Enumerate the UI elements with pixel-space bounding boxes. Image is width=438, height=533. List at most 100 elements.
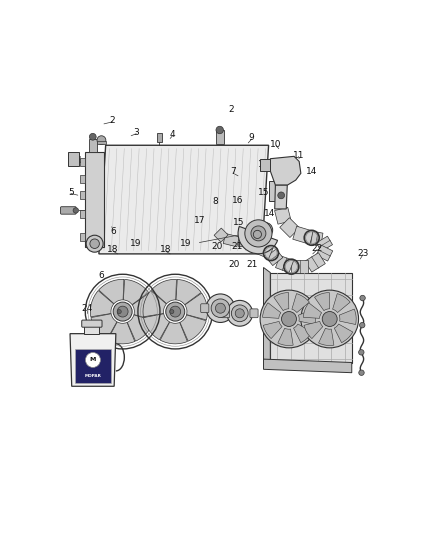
Text: 9: 9 [249, 133, 254, 142]
Polygon shape [237, 235, 252, 247]
Polygon shape [264, 359, 352, 373]
Text: 8: 8 [212, 197, 218, 206]
Polygon shape [70, 334, 116, 386]
Wedge shape [132, 293, 155, 320]
Polygon shape [257, 243, 273, 259]
Circle shape [359, 350, 364, 355]
Circle shape [89, 133, 96, 140]
Circle shape [216, 126, 223, 134]
Circle shape [235, 309, 244, 318]
Circle shape [97, 136, 106, 144]
Wedge shape [339, 309, 356, 325]
FancyBboxPatch shape [97, 141, 106, 143]
Text: 15: 15 [258, 188, 270, 197]
Circle shape [231, 305, 248, 322]
Wedge shape [278, 328, 293, 345]
Polygon shape [293, 226, 314, 244]
Polygon shape [280, 217, 300, 238]
FancyBboxPatch shape [80, 175, 85, 183]
FancyBboxPatch shape [250, 309, 258, 318]
Circle shape [206, 294, 235, 322]
Wedge shape [292, 294, 309, 312]
FancyBboxPatch shape [68, 152, 78, 166]
FancyBboxPatch shape [222, 309, 230, 318]
Text: 20: 20 [228, 260, 240, 269]
Text: 16: 16 [232, 196, 244, 205]
Text: 7: 7 [230, 167, 236, 176]
Wedge shape [263, 321, 282, 338]
Text: MOPAR: MOPAR [85, 374, 101, 378]
Circle shape [258, 222, 273, 238]
FancyBboxPatch shape [268, 181, 279, 201]
Wedge shape [91, 314, 117, 340]
Wedge shape [90, 290, 114, 317]
Wedge shape [180, 315, 206, 341]
Circle shape [360, 295, 365, 301]
FancyBboxPatch shape [60, 207, 76, 214]
Polygon shape [270, 156, 301, 185]
Text: 2: 2 [229, 105, 234, 114]
Text: 14: 14 [264, 209, 276, 219]
Circle shape [73, 208, 78, 213]
Circle shape [90, 239, 99, 248]
Wedge shape [143, 290, 166, 317]
Wedge shape [332, 294, 350, 312]
Wedge shape [124, 279, 148, 305]
Polygon shape [276, 255, 293, 273]
Polygon shape [316, 245, 333, 261]
Polygon shape [311, 231, 323, 246]
FancyBboxPatch shape [80, 233, 85, 241]
Polygon shape [85, 152, 104, 247]
FancyBboxPatch shape [215, 130, 224, 143]
Polygon shape [214, 228, 228, 242]
Polygon shape [99, 146, 268, 254]
Text: 19: 19 [180, 239, 191, 247]
Wedge shape [152, 279, 177, 304]
Wedge shape [293, 324, 312, 343]
Text: M: M [90, 358, 96, 362]
Circle shape [117, 310, 121, 313]
Wedge shape [99, 279, 124, 304]
Text: 3: 3 [133, 128, 139, 137]
Text: 13: 13 [258, 160, 269, 169]
Wedge shape [303, 303, 321, 318]
Wedge shape [176, 279, 201, 305]
Circle shape [278, 192, 285, 199]
Polygon shape [264, 268, 270, 362]
Circle shape [117, 306, 128, 317]
Wedge shape [304, 321, 323, 338]
Circle shape [301, 290, 359, 348]
Circle shape [359, 370, 364, 375]
Text: 19: 19 [130, 239, 141, 247]
Circle shape [282, 311, 297, 327]
Circle shape [215, 303, 226, 313]
FancyBboxPatch shape [156, 133, 162, 142]
Text: 15: 15 [233, 219, 245, 228]
FancyBboxPatch shape [80, 158, 85, 166]
Wedge shape [238, 227, 278, 254]
Text: 12: 12 [274, 177, 286, 186]
Wedge shape [160, 322, 187, 344]
Polygon shape [305, 253, 325, 272]
Text: 18: 18 [160, 245, 172, 254]
Wedge shape [314, 293, 329, 311]
Text: 14: 14 [306, 167, 318, 175]
Wedge shape [144, 314, 170, 340]
Polygon shape [266, 249, 283, 265]
Text: 2: 2 [110, 116, 115, 125]
Text: 21: 21 [246, 260, 257, 269]
Polygon shape [270, 272, 352, 362]
Wedge shape [298, 309, 315, 325]
Circle shape [360, 322, 365, 328]
Text: 18: 18 [107, 245, 119, 254]
Text: 10: 10 [270, 140, 282, 149]
FancyBboxPatch shape [80, 191, 85, 199]
Polygon shape [275, 185, 287, 209]
Circle shape [86, 235, 103, 252]
Text: 17: 17 [194, 216, 205, 225]
Circle shape [253, 230, 261, 238]
Wedge shape [318, 328, 334, 345]
Wedge shape [127, 315, 154, 341]
FancyBboxPatch shape [260, 159, 270, 171]
Circle shape [245, 220, 272, 247]
